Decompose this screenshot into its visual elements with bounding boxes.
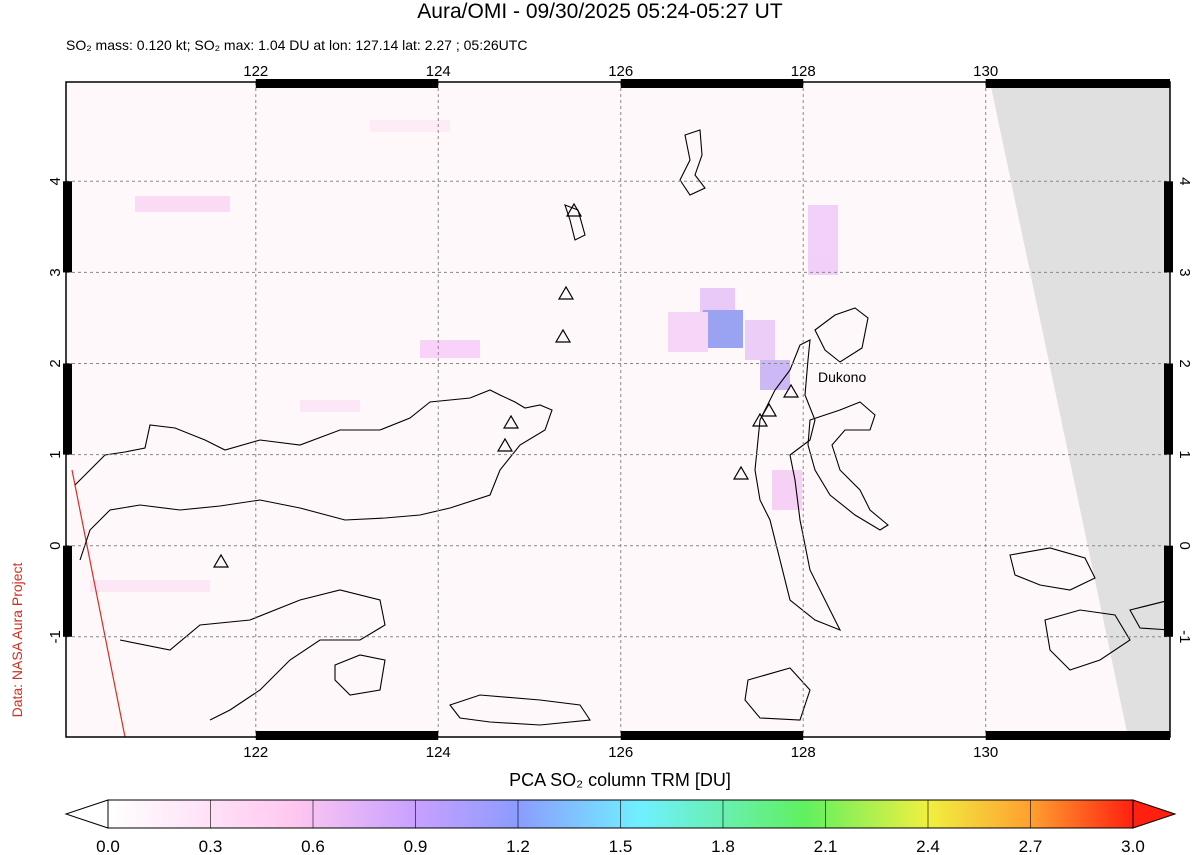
- colorbar-tick-label: 1.5: [609, 837, 633, 855]
- x-tick-label: 126: [608, 744, 633, 761]
- map-background: [66, 82, 1170, 737]
- colorbar-tick-label: 3.0: [1121, 837, 1145, 855]
- no-data-swath: [990, 82, 1170, 737]
- x-tick-label: 122: [243, 744, 268, 761]
- volcanoes: [212, 202, 800, 568]
- coastlines: [74, 129, 1170, 726]
- y-tick-label: 2: [47, 359, 64, 367]
- colorbar-high-arrow: [1132, 799, 1177, 829]
- colorbar-tick-label: 0.9: [404, 837, 428, 855]
- colorbar-tick-label: 2.1: [814, 837, 838, 855]
- x-tick-label: 124: [426, 63, 451, 80]
- frame-band: [1164, 181, 1173, 273]
- frame-band: [63, 181, 72, 273]
- y-tick-label: -1: [47, 630, 64, 643]
- y-tick-label: 4: [47, 177, 64, 185]
- x-tick-label: 122: [243, 63, 268, 80]
- swath-edge: [71, 469, 126, 737]
- frame-band: [1164, 545, 1173, 637]
- colorbar-tick-label: 0.6: [301, 837, 325, 855]
- frame-band: [63, 545, 72, 637]
- so2-pixels: [90, 120, 838, 592]
- frame-band: [255, 731, 439, 740]
- y-tick-label: -1: [1176, 630, 1193, 643]
- y-tick-label: 3: [47, 268, 64, 276]
- frame-band: [620, 79, 804, 88]
- y-tick-label: 0: [1176, 542, 1193, 550]
- colorbar-tick-label: 2.4: [916, 837, 940, 855]
- colorbar-tick-label: 1.2: [506, 837, 530, 855]
- colorbar-label: PCA SO₂ column TRM [DU]: [509, 770, 731, 790]
- colorbar-tick-label: 2.7: [1019, 837, 1043, 855]
- x-tick-label: 124: [426, 744, 451, 761]
- map-layer: [66, 82, 1170, 737]
- colorbar-tick-label: 0.3: [199, 837, 223, 855]
- colorbar-tick-label: 1.8: [711, 837, 735, 855]
- credit: Data: NASA Aura Project: [9, 562, 25, 717]
- colorbar-low-arrow: [64, 799, 109, 829]
- grid: [66, 82, 1170, 737]
- y-tick-label: 3: [1176, 268, 1193, 276]
- colorbar-tick-label: 0.0: [96, 837, 120, 855]
- y-tick-label: 2: [1176, 359, 1193, 367]
- y-tick-label: 1: [1176, 450, 1193, 458]
- x-tick-label: 130: [973, 744, 998, 761]
- frame-band: [255, 79, 439, 88]
- x-tick-label: 128: [791, 63, 816, 80]
- x-tick-label: 126: [608, 63, 633, 80]
- y-tick-label: 0: [47, 542, 64, 550]
- frame-band: [620, 731, 804, 740]
- colorbar-ticks: 0.0 0.3 0.6 0.9 1.2 1.5 1.8 2.1 2.4 2.7 3.0: [96, 800, 1145, 855]
- y-tick-label: 4: [1176, 177, 1193, 185]
- title: Aura/OMI - 09/30/2025 05:24-05:27 UT: [417, 0, 783, 23]
- volcano-label: Dukono: [818, 369, 866, 385]
- map-frame: [63, 79, 1173, 740]
- frame-band: [985, 79, 1170, 88]
- subtitle: SO₂ mass: 0.120 kt; SO₂ max: 1.04 DU at …: [66, 37, 527, 53]
- frame-band: [63, 363, 72, 455]
- x-tick-label: 130: [973, 63, 998, 80]
- y-tick-label: 1: [47, 450, 64, 458]
- x-tick-label: 128: [791, 744, 816, 761]
- frame-band: [985, 731, 1170, 740]
- frame-band: [1164, 363, 1173, 455]
